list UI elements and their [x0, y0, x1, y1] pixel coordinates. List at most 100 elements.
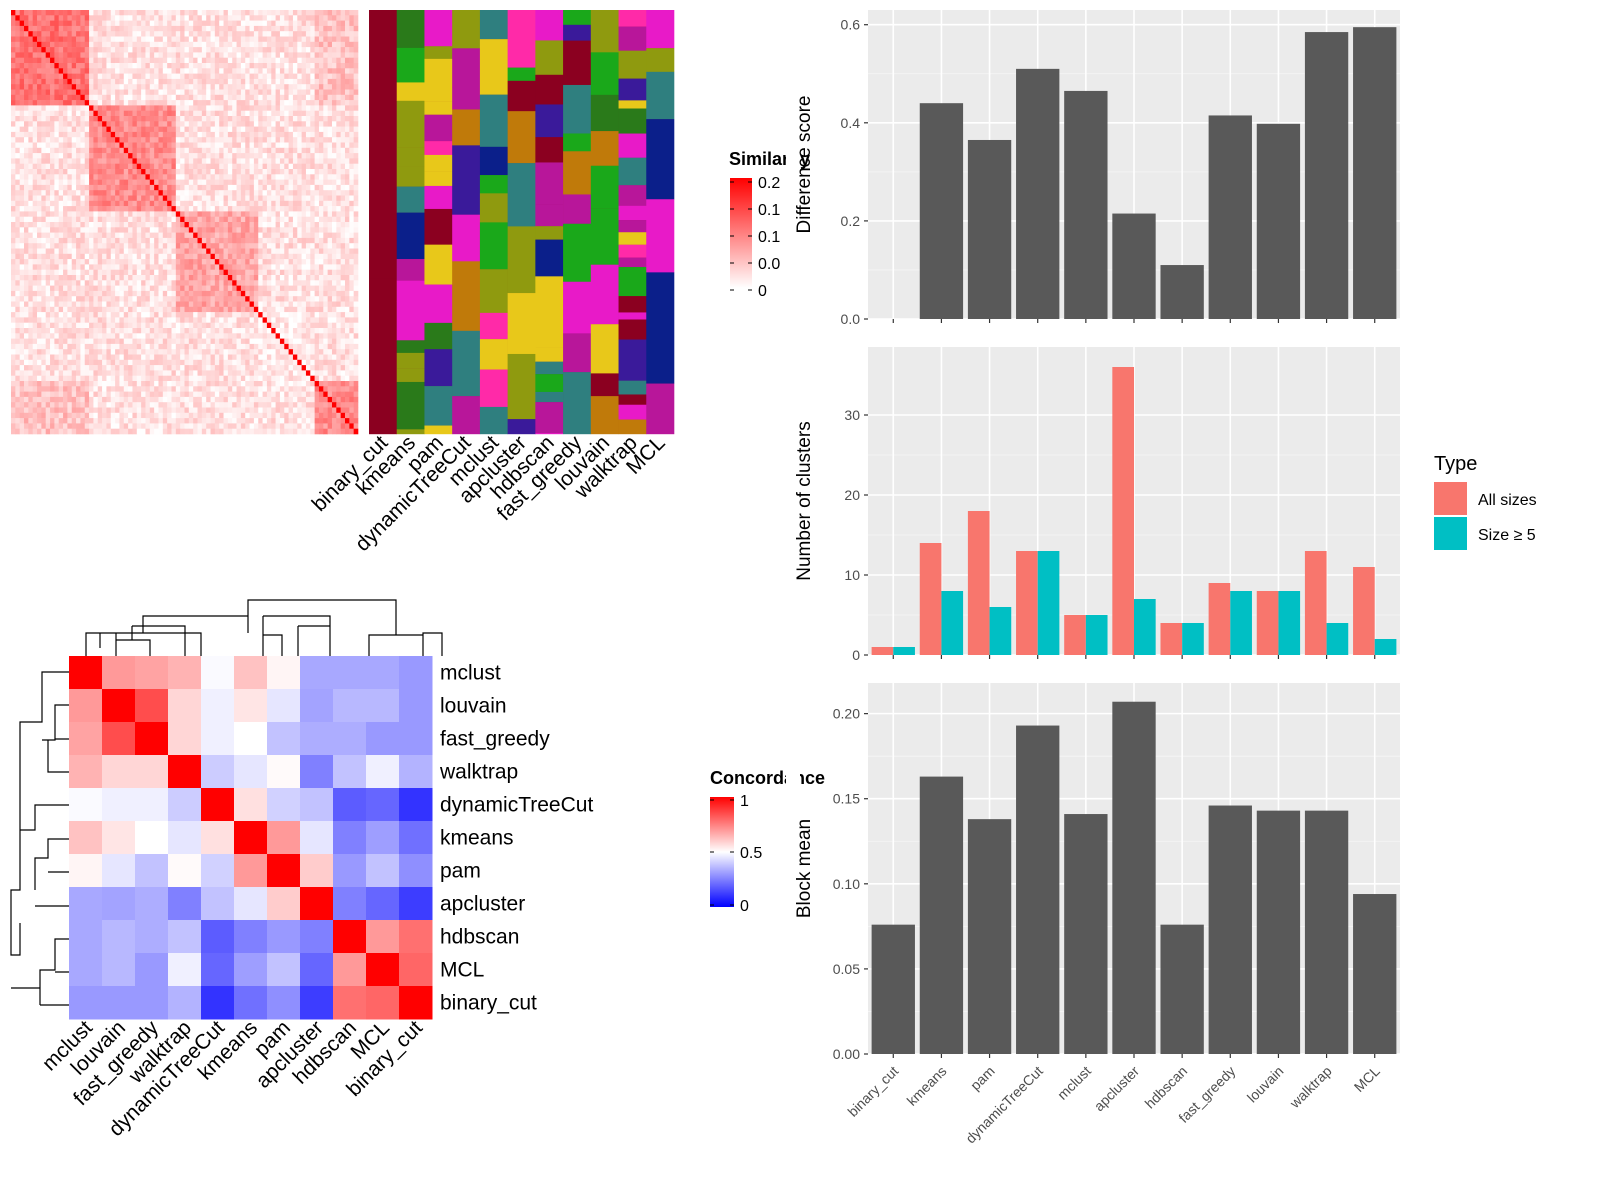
similarity-cell	[288, 301, 294, 308]
similarity-cell	[314, 121, 320, 127]
similarity-cell	[19, 142, 25, 149]
similarity-cell	[284, 116, 289, 122]
similarity-cell	[279, 195, 285, 202]
similarity-cell	[50, 216, 55, 223]
similarity-cell	[115, 296, 120, 302]
similarity-cell	[128, 52, 133, 58]
similarity-cell	[327, 206, 333, 212]
similarity-cell	[132, 78, 138, 85]
similarity-cell	[249, 78, 255, 85]
similarity-cell	[162, 190, 168, 196]
similarity-cell	[349, 84, 354, 90]
similarity-cell	[89, 328, 94, 334]
similarity-cell	[193, 190, 198, 196]
similarity-cell	[24, 253, 29, 260]
similarity-cell	[292, 259, 298, 265]
similarity-cell	[305, 190, 311, 196]
similarity-cell	[50, 110, 55, 117]
similarity-cell	[28, 25, 33, 32]
similarity-cell	[71, 68, 77, 74]
similarity-cell	[115, 10, 120, 16]
similarity-cell	[188, 328, 194, 334]
similarity-cell	[184, 84, 190, 90]
similarity-cell	[223, 20, 229, 27]
similarity-cell	[97, 248, 103, 255]
similarity-cell	[349, 78, 354, 85]
similarity-cell	[227, 211, 233, 217]
similarity-cell	[193, 158, 198, 164]
similarity-cell	[136, 31, 142, 37]
similarity-cell	[180, 169, 185, 175]
similarity-cell	[167, 275, 172, 281]
similarity-cell	[206, 259, 211, 265]
similarity-cell	[175, 110, 181, 117]
similarity-cell	[128, 84, 133, 90]
similarity-cell	[240, 36, 246, 43]
similarity-cell	[71, 174, 77, 180]
similarity-cell	[344, 237, 350, 244]
similarity-cell	[149, 190, 155, 196]
similarity-cell	[63, 57, 68, 64]
similarity-cell	[45, 25, 51, 32]
similarity-cell	[236, 10, 242, 16]
similarity-cell	[245, 84, 250, 90]
similarity-cell	[37, 211, 42, 217]
similarity-cell	[141, 333, 146, 339]
similarity-cell	[258, 100, 263, 106]
similarity-cell	[297, 237, 302, 244]
similarity-cell	[158, 63, 164, 69]
similarity-cell	[262, 322, 268, 329]
similarity-cell	[336, 94, 341, 101]
similarity-cell	[158, 338, 164, 345]
similarity-cell	[84, 290, 90, 297]
similarity-cell	[245, 20, 250, 27]
similarity-cell	[310, 216, 315, 223]
similarity-cell	[119, 322, 125, 329]
similarity-cell	[271, 142, 276, 149]
similarity-cell	[102, 232, 107, 239]
similarity-cell	[37, 190, 42, 196]
similarity-cell	[145, 317, 151, 323]
similarity-cell	[271, 306, 276, 313]
similarity-cell	[158, 253, 164, 260]
similarity-cell	[301, 285, 307, 292]
similarity-cell	[288, 15, 294, 21]
similarity-cell	[349, 275, 354, 281]
similarity-cell	[275, 322, 281, 329]
similarity-cell	[11, 237, 16, 244]
similarity-cell	[84, 248, 90, 255]
similarity-cell	[149, 269, 155, 276]
similarity-cell	[301, 306, 307, 313]
similarity-cell	[266, 195, 272, 202]
similarity-cell	[201, 232, 207, 239]
similarity-cell	[102, 195, 107, 202]
similarity-cell	[310, 296, 315, 302]
similarity-cell	[314, 15, 320, 21]
similarity-cell	[132, 227, 138, 233]
similarity-cell	[188, 84, 194, 90]
similarity-cell	[336, 158, 341, 164]
similarity-cell	[223, 163, 229, 170]
similarity-cell	[288, 259, 294, 265]
similarity-cell	[323, 47, 328, 53]
similarity-cell	[188, 100, 194, 106]
similarity-cell	[223, 285, 229, 292]
similarity-cell	[115, 227, 120, 233]
similarity-cell	[349, 216, 354, 223]
similarity-cell	[219, 137, 224, 143]
similarity-cell	[262, 158, 268, 164]
similarity-cell	[145, 306, 151, 313]
similarity-cell	[97, 306, 103, 313]
similarity-cell	[210, 20, 216, 27]
similarity-cell	[245, 259, 250, 265]
similarity-cell	[58, 301, 64, 308]
similarity-cell	[45, 137, 51, 143]
similarity-cell	[89, 126, 94, 133]
similarity-cell	[110, 322, 116, 329]
similarity-cell	[119, 52, 125, 58]
similarity-cell	[15, 237, 20, 244]
similarity-cell	[206, 179, 211, 186]
similarity-cell	[318, 211, 324, 217]
similarity-cell	[279, 105, 285, 111]
similarity-cell	[206, 333, 211, 339]
